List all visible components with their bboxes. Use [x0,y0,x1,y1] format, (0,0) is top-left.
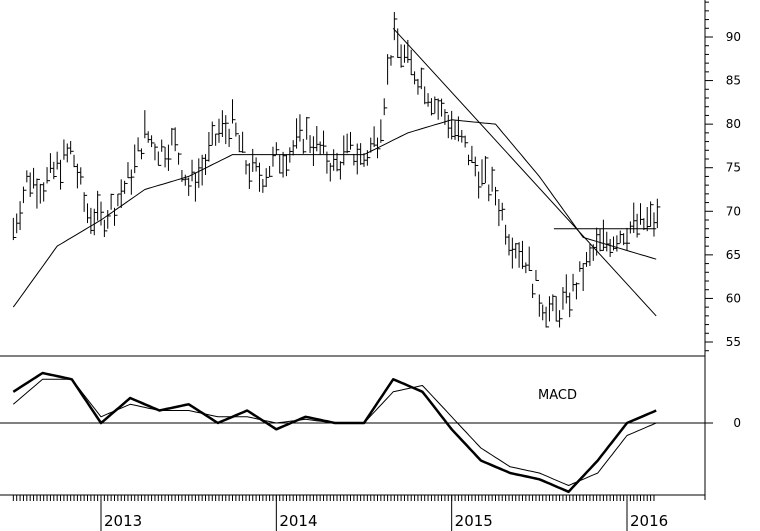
price-ytick-label: 60 [726,291,741,305]
price-ytick-label: 75 [726,161,741,175]
price-panel [12,11,661,328]
price-ytick-label: 80 [726,117,741,131]
price-ytick-label: 85 [726,74,741,88]
price-ytick-label: 70 [726,204,741,218]
x-year-label: 2016 [630,512,668,530]
price-ytick-label: 65 [726,248,741,262]
trendline [392,27,657,317]
moving-average-line [12,119,657,308]
x-year-label: 2015 [455,512,493,530]
x-year-label: 2013 [104,512,142,530]
price-ytick-label: 90 [726,30,741,44]
macd-panel: MACD [0,371,705,494]
macd-ytick-label: 0 [733,416,741,430]
price-ytick-label: 55 [726,335,741,349]
x-year-label: 2014 [279,512,317,530]
axes: 55 60 65 70 75 80 85 90 0 2013 2014 2015 2016 [0,0,741,531]
macd-title: MACD [538,388,577,403]
macd-line [12,371,657,494]
